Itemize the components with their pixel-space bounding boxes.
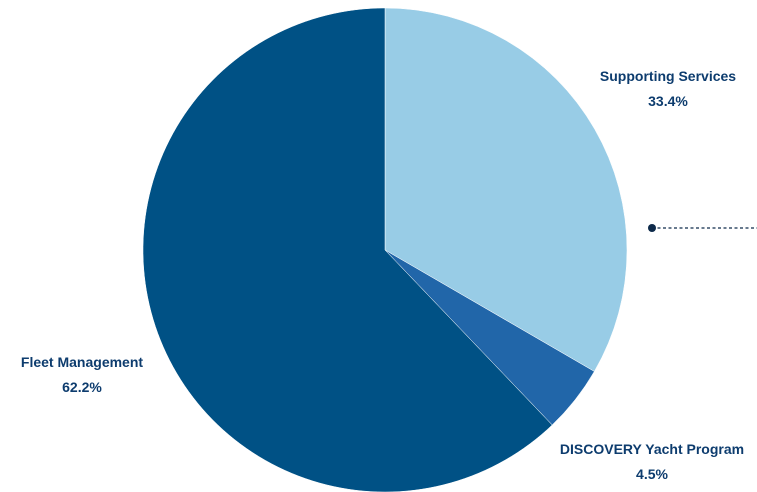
label-supporting-services-name: Supporting Services: [600, 68, 736, 84]
pie-slices: [142, 7, 628, 492]
label-supporting-services-value: 33.4%: [648, 93, 688, 109]
label-fleet-management-value: 62.2%: [62, 379, 102, 395]
pie-slice-fleet-management: [142, 7, 553, 492]
label-discovery-yacht-name: DISCOVERY Yacht Program: [560, 441, 744, 457]
connector-dot: [648, 224, 656, 232]
label-discovery-yacht-value: 4.5%: [636, 466, 668, 482]
slice-labels: Supporting Services 33.4% DISCOVERY Yach…: [21, 68, 744, 482]
connector-line: [648, 224, 757, 232]
label-fleet-management-name: Fleet Management: [21, 354, 143, 370]
pie-slice-supporting-services: [384, 7, 628, 372]
